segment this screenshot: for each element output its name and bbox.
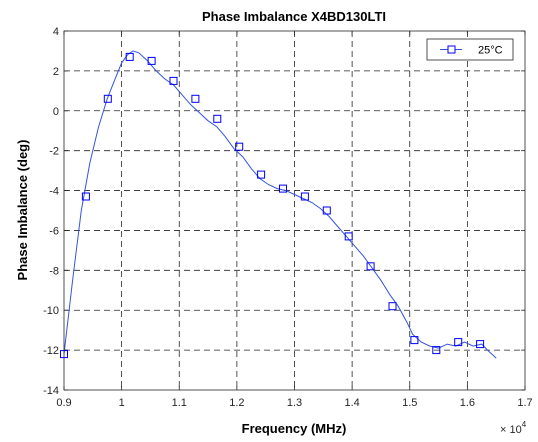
data-point-marker	[454, 338, 463, 347]
x-tick-label: 1.3	[287, 397, 302, 409]
grid-lines	[64, 31, 525, 390]
data-point-marker	[279, 184, 287, 193]
data-point-marker	[366, 262, 375, 271]
legend-label: 25°C	[478, 45, 503, 57]
x-tick-label: 1.7	[517, 397, 532, 409]
data-point-marker	[213, 114, 222, 123]
y-tick-label: -8	[49, 265, 59, 277]
legend-marker-square	[447, 45, 456, 54]
y-tick-label: -10	[43, 305, 59, 317]
series-line	[63, 50, 497, 359]
x-axis-exponent-base: × 10	[500, 424, 522, 436]
y-tick-label: -6	[49, 225, 59, 237]
data-point-marker	[257, 170, 266, 179]
x-tick-label: 1	[119, 397, 125, 409]
y-tick-label: -14	[43, 385, 59, 397]
x-tick-label: 1.4	[344, 397, 359, 409]
data-point-marker	[476, 340, 485, 349]
data-point-marker	[191, 94, 200, 103]
y-axis-label: Phase Imbalance (deg)	[15, 140, 30, 281]
data-point-marker	[388, 302, 397, 311]
data-point-marker	[147, 56, 156, 65]
series-layer	[60, 50, 497, 359]
y-tick-label: 4	[53, 26, 59, 38]
data-point-marker	[235, 142, 244, 151]
x-tick-label: 1.1	[172, 397, 187, 409]
plot-area	[64, 31, 525, 390]
data-point-marker	[169, 76, 178, 85]
x-axis-exponent-power: 4	[522, 420, 527, 429]
data-point-marker	[432, 346, 441, 355]
y-tick-label: -4	[49, 186, 59, 198]
x-axis-exponent: × 104	[500, 420, 527, 436]
legend-box	[426, 38, 514, 61]
data-point-marker	[125, 52, 134, 61]
data-point-marker	[410, 336, 419, 345]
x-tick-label: 1.2	[229, 397, 244, 409]
plot-frame	[63, 30, 526, 391]
legend: 25°C	[426, 38, 514, 61]
y-tick-label: -2	[49, 146, 59, 158]
x-tick-label: 0.9	[56, 397, 71, 409]
axis-ticks: 0.9 1 1.1 1.2 1.3 1.4 1.5 1.6 1.7 4 2 0 -2 -4 -6 -8 -10 -…	[43, 26, 533, 409]
chart-title: Phase Imbalance X4BD130LTI	[202, 9, 386, 24]
y-tick-label: 0	[53, 106, 59, 118]
y-tick-label: 2	[53, 66, 59, 78]
x-tick-label: 1.5	[402, 397, 417, 409]
x-axis-label: Frequency (MHz)	[242, 421, 347, 436]
x-tick-label: 1.6	[460, 397, 475, 409]
data-point-marker	[300, 192, 309, 201]
data-point-marker	[322, 206, 331, 215]
data-point-marker	[81, 192, 90, 201]
data-point-marker	[103, 94, 112, 103]
data-point-marker	[344, 232, 353, 241]
y-tick-label: -12	[43, 345, 59, 357]
